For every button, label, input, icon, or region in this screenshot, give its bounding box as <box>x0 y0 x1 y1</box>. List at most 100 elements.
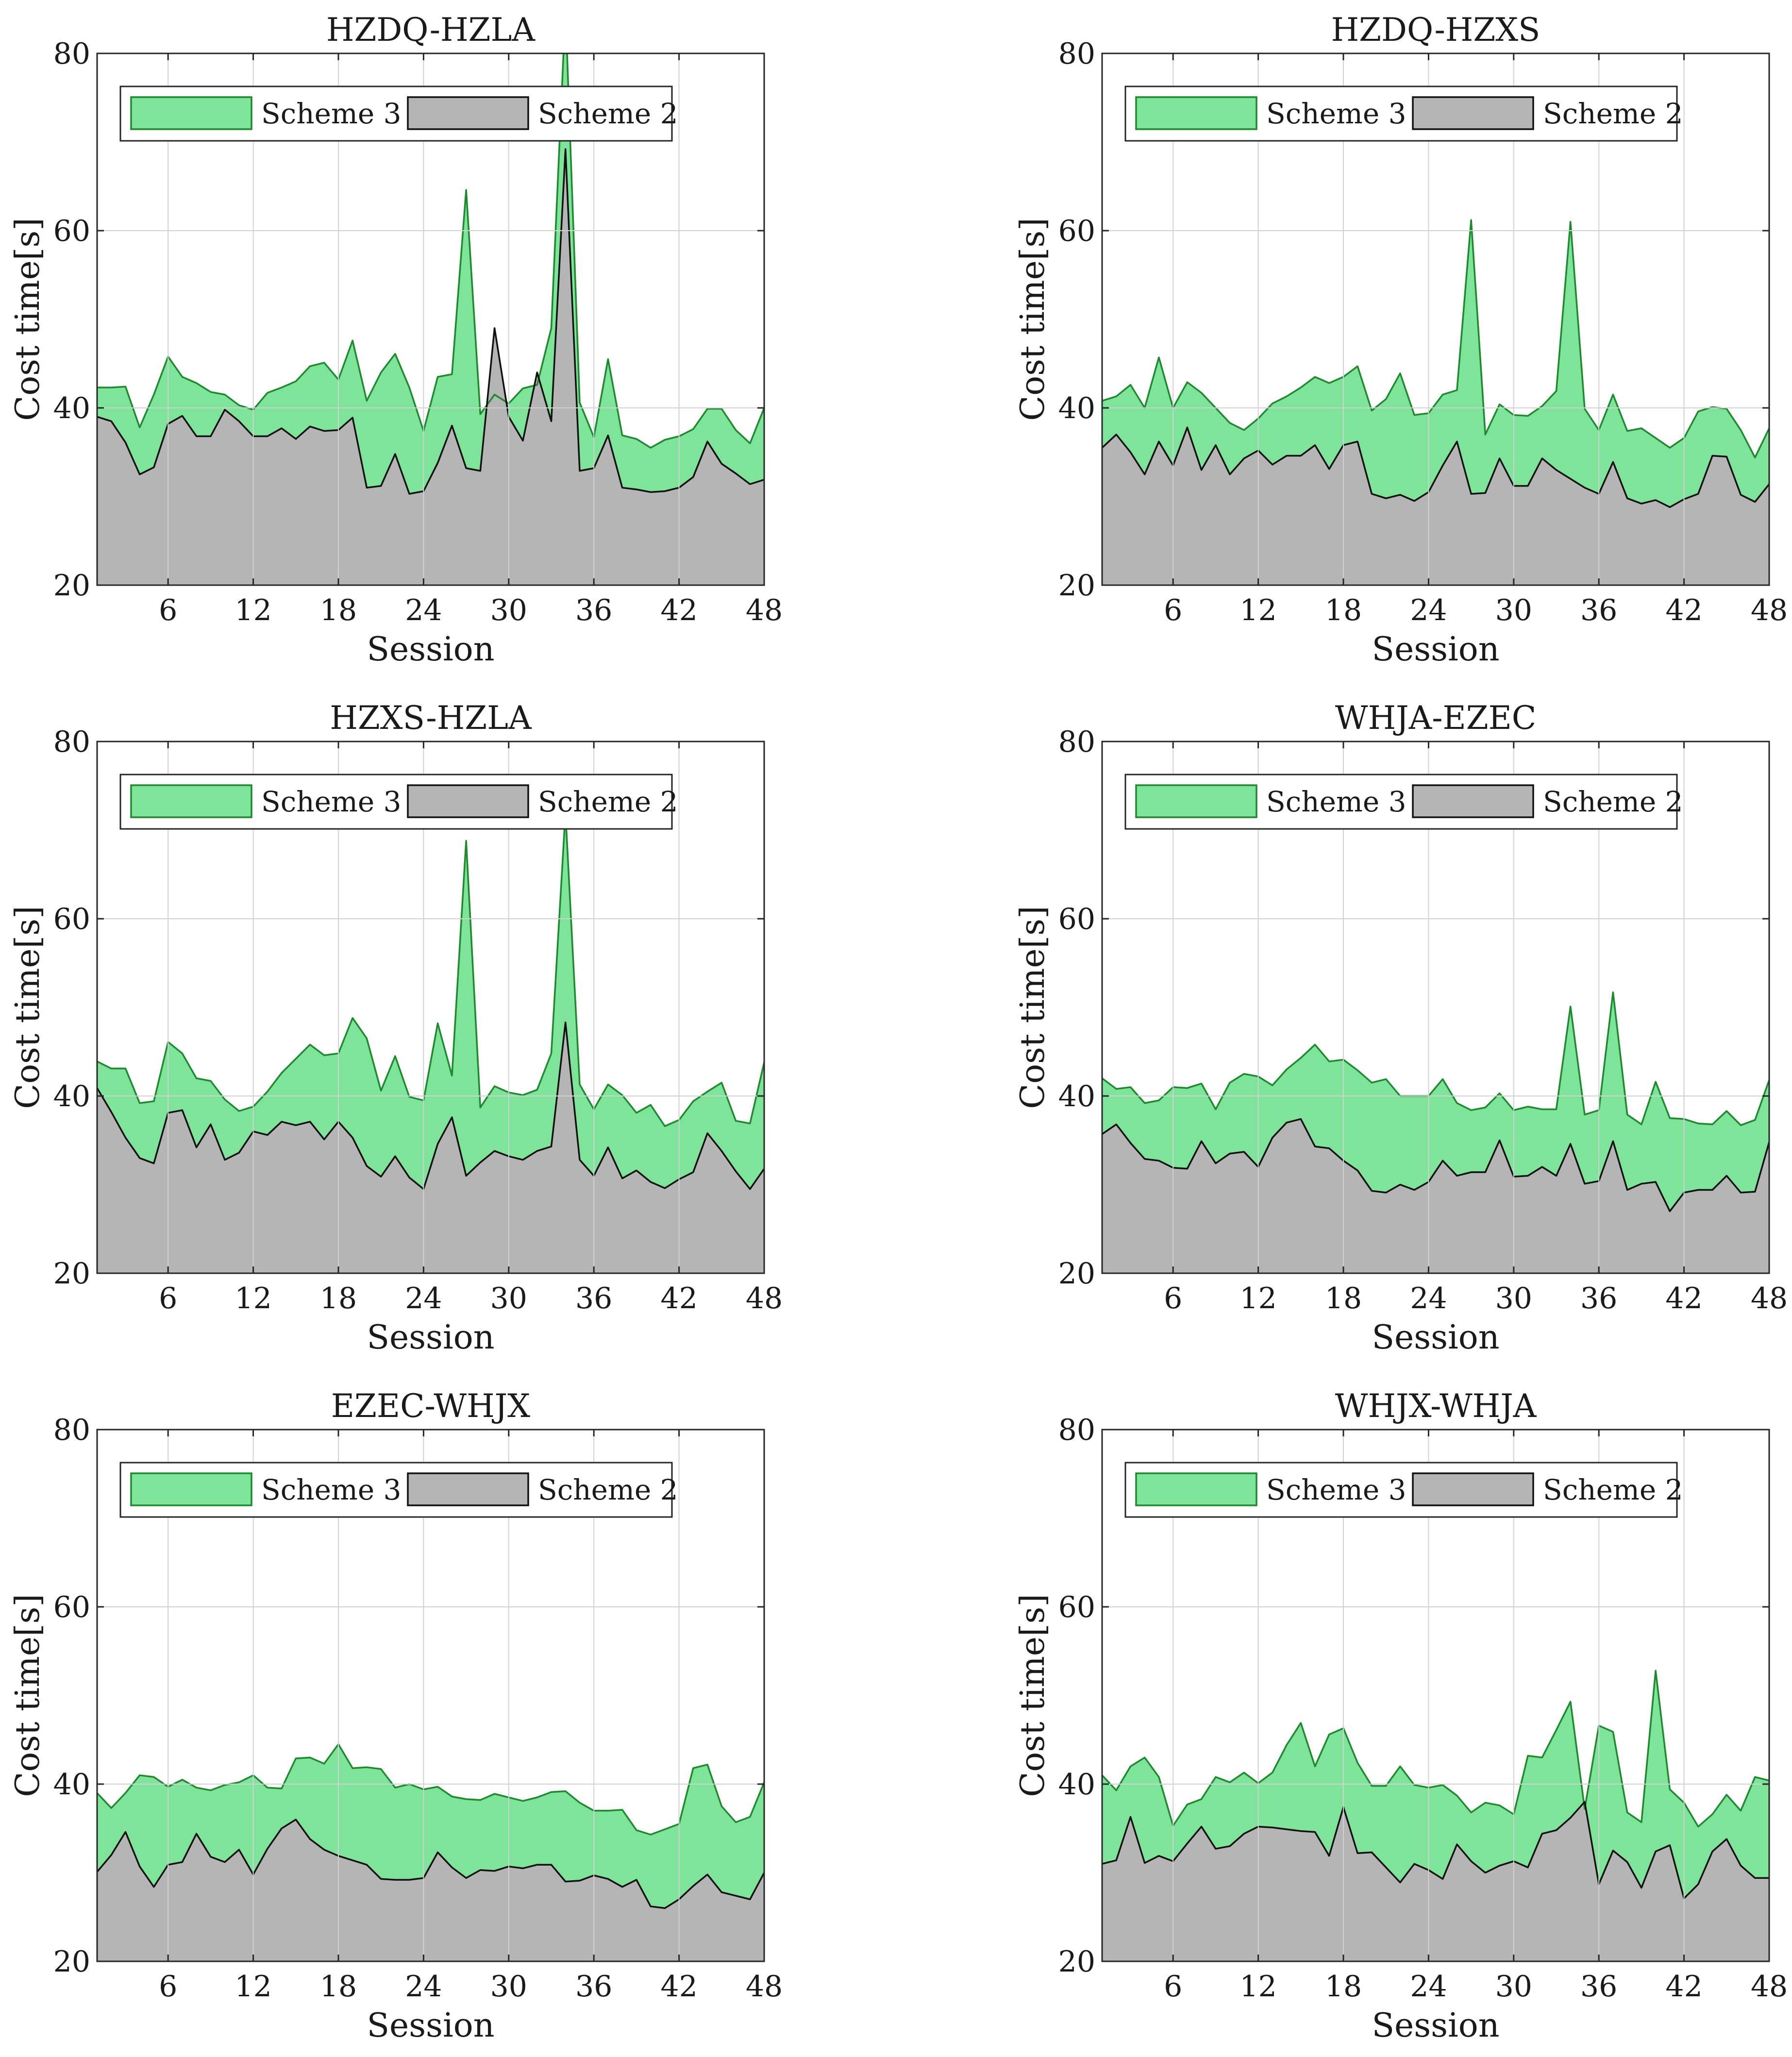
x-tick-label: 24 <box>405 1281 442 1315</box>
x-tick-label: 30 <box>490 1970 527 2004</box>
y-tick-label: 80 <box>53 37 90 71</box>
legend-swatch-scheme-2 <box>1412 1472 1534 1506</box>
legend-swatch-scheme-2 <box>1412 96 1534 130</box>
x-tick-label: 30 <box>490 1281 527 1315</box>
x-tick-label: 12 <box>234 1281 271 1315</box>
x-tick-label: 36 <box>1580 1281 1617 1315</box>
x-tick-label: 36 <box>1580 1970 1617 2004</box>
x-tick-label: 42 <box>660 593 697 627</box>
x-tick-label: 36 <box>575 1281 612 1315</box>
x-tick-label: 36 <box>575 593 612 627</box>
legend-swatch-scheme-2 <box>407 784 529 818</box>
y-tick-label: 40 <box>53 1768 90 1802</box>
x-tick-label: 12 <box>234 593 271 627</box>
line-scheme-2 <box>97 148 764 495</box>
legend-swatch-scheme-2 <box>407 96 529 130</box>
x-tick-label: 48 <box>746 593 783 627</box>
x-tick-label: 24 <box>1410 593 1447 627</box>
x-tick-label: 42 <box>660 1281 697 1315</box>
y-tick-label: 60 <box>1058 902 1095 936</box>
line-scheme-2 <box>97 1021 764 1190</box>
x-tick-label: 36 <box>575 1970 612 2004</box>
legend: Scheme 3 Scheme 2 <box>1124 1462 1683 1518</box>
x-tick-label: 18 <box>1325 1970 1362 2004</box>
series-group <box>1102 991 1769 1273</box>
axes-box <box>1101 1429 1770 1962</box>
y-tick-label: 60 <box>53 1590 90 1624</box>
x-tick-label: 18 <box>1325 1281 1362 1315</box>
y-tick-label: 60 <box>53 214 90 248</box>
y-tick-label: 20 <box>1058 1257 1095 1291</box>
chart-title: WHJX-WHJA <box>1335 1387 1537 1425</box>
axes-box <box>96 52 765 586</box>
x-tick-label: 18 <box>320 1970 357 2004</box>
line-scheme-2 <box>97 1819 764 1909</box>
y-tick-label: 40 <box>1058 1768 1095 1802</box>
legend: Scheme 3 Scheme 2 <box>119 1462 678 1518</box>
x-axis-label: Session <box>367 630 494 669</box>
x-tick-label: 48 <box>1751 1281 1788 1315</box>
legend-swatch-scheme-2 <box>1412 784 1534 818</box>
chart-title: WHJA-EZEC <box>1335 699 1537 737</box>
line-scheme-3 <box>1102 1669 1769 1828</box>
legend: Scheme 3 Scheme 2 <box>1124 85 1683 142</box>
x-tick-label: 6 <box>1164 593 1182 627</box>
x-tick-label: 6 <box>159 1970 177 2004</box>
y-tick-label: 40 <box>53 1079 90 1113</box>
y-tick-label: 80 <box>1058 1413 1095 1447</box>
line-scheme-2 <box>1102 1801 1769 1900</box>
legend-swatch-scheme-3 <box>130 784 252 818</box>
x-tick-label: 24 <box>405 593 442 627</box>
y-tick-label: 60 <box>1058 214 1095 248</box>
y-tick-label: 20 <box>53 569 90 603</box>
x-tick-label: 12 <box>1239 593 1276 627</box>
area-scheme-2 <box>97 149 764 585</box>
line-scheme-2 <box>1102 426 1769 508</box>
legend-swatch-scheme-3 <box>130 1472 252 1506</box>
legend-box <box>119 1462 673 1518</box>
chart-panel-1: 6 12 18 24 30 36 42 48 20 40 60 80 HZDQ-HZLA Session C… <box>9 11 783 669</box>
y-axis-label: Cost time[s] <box>1014 1594 1052 1797</box>
legend-label-scheme-2: Scheme 2 <box>1543 785 1683 818</box>
x-tick-label: 24 <box>1410 1281 1447 1315</box>
x-tick-label: 6 <box>1164 1281 1182 1315</box>
legend: Scheme 3 Scheme 2 <box>119 85 678 142</box>
y-tick-label: 60 <box>1058 1590 1095 1624</box>
x-tick-label: 18 <box>320 593 357 627</box>
line-scheme-3 <box>97 1743 764 1836</box>
chart-title: HZDQ-HZLA <box>326 11 536 49</box>
axes-box <box>1101 741 1770 1274</box>
series-group <box>97 53 764 585</box>
chart-title: HZDQ-HZXS <box>1331 11 1541 49</box>
line-scheme-3 <box>97 53 764 449</box>
legend-label-scheme-3: Scheme 3 <box>261 785 402 818</box>
y-tick-label: 80 <box>1058 725 1095 759</box>
series-group <box>97 811 764 1273</box>
x-axis-label: Session <box>367 2006 494 2045</box>
area-scheme-2 <box>1102 1802 1769 1961</box>
y-tick-label: 40 <box>1058 1079 1095 1113</box>
legend-label-scheme-3: Scheme 3 <box>261 97 402 130</box>
chart-panel-5: 6 12 18 24 30 36 42 48 20 40 60 80 EZEC-WHJX Session C… <box>9 1387 783 2045</box>
legend-swatch-scheme-3 <box>130 96 252 130</box>
legend-label-scheme-3: Scheme 3 <box>1266 785 1407 818</box>
y-tick-label: 40 <box>53 391 90 425</box>
chart-title: HZXS-HZLA <box>330 699 532 737</box>
x-tick-label: 48 <box>1751 1970 1788 2004</box>
y-tick-label: 20 <box>53 1257 90 1291</box>
x-tick-label: 6 <box>159 1281 177 1315</box>
x-tick-label: 48 <box>746 1970 783 2004</box>
x-tick-label: 18 <box>320 1281 357 1315</box>
chart-title: EZEC-WHJX <box>331 1387 530 1425</box>
x-axis-label: Session <box>1372 1318 1499 1357</box>
y-tick-label: 80 <box>53 725 90 759</box>
legend-label-scheme-2: Scheme 2 <box>538 97 678 130</box>
area-scheme-2 <box>97 1820 764 1961</box>
legend: Scheme 3 Scheme 2 <box>119 774 678 830</box>
legend-label-scheme-3: Scheme 3 <box>1266 1473 1407 1506</box>
series-group <box>1102 219 1769 585</box>
y-axis-label: Cost time[s] <box>1014 906 1052 1109</box>
y-tick-label: 60 <box>53 902 90 936</box>
area-scheme-2 <box>1102 1119 1769 1273</box>
